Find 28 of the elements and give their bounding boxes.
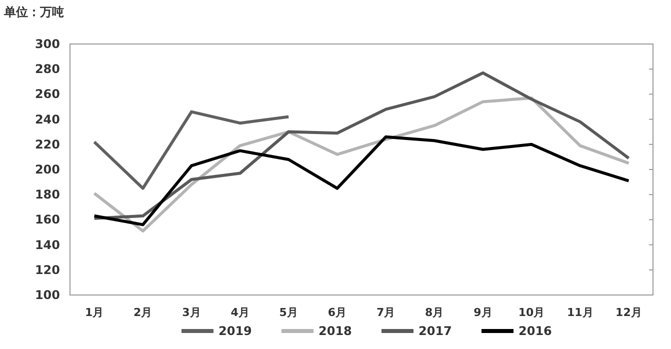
x-tick-label: 10月 <box>518 306 545 319</box>
legend-label: 2016 <box>518 324 552 338</box>
y-tick-label: 220 <box>34 137 60 152</box>
y-tick-label: 240 <box>34 112 60 126</box>
y-tick-label: 180 <box>34 188 60 202</box>
y-tick-label: 200 <box>34 162 60 176</box>
x-tick-label: 11月 <box>566 306 594 319</box>
y-tick-label: 140 <box>34 238 60 252</box>
x-tick-label: 12月 <box>616 306 642 319</box>
y-axis-title: 单位：万吨 <box>3 5 64 19</box>
x-tick-label: 6月 <box>328 306 347 319</box>
legend-label: 2018 <box>318 324 352 338</box>
x-tick-label: 4月 <box>230 306 250 319</box>
y-tick-label: 100 <box>34 288 60 302</box>
y-tick-label: 160 <box>34 212 60 227</box>
x-tick-label: 2月 <box>134 306 152 319</box>
y-tick-label: 300 <box>34 37 60 51</box>
x-tick-label: 8月 <box>425 306 444 319</box>
x-tick-label: 1月 <box>84 306 104 319</box>
x-tick-label: 5月 <box>279 306 298 319</box>
y-tick-label: 260 <box>34 87 60 102</box>
x-tick-label: 3月 <box>182 306 201 319</box>
legend-label: 2017 <box>418 324 452 338</box>
legend-label: 2019 <box>218 324 252 338</box>
x-tick-label: 7月 <box>376 306 396 319</box>
y-tick-label: 120 <box>34 262 60 277</box>
x-tick-label: 9月 <box>474 306 492 319</box>
y-tick-label: 280 <box>34 62 60 76</box>
